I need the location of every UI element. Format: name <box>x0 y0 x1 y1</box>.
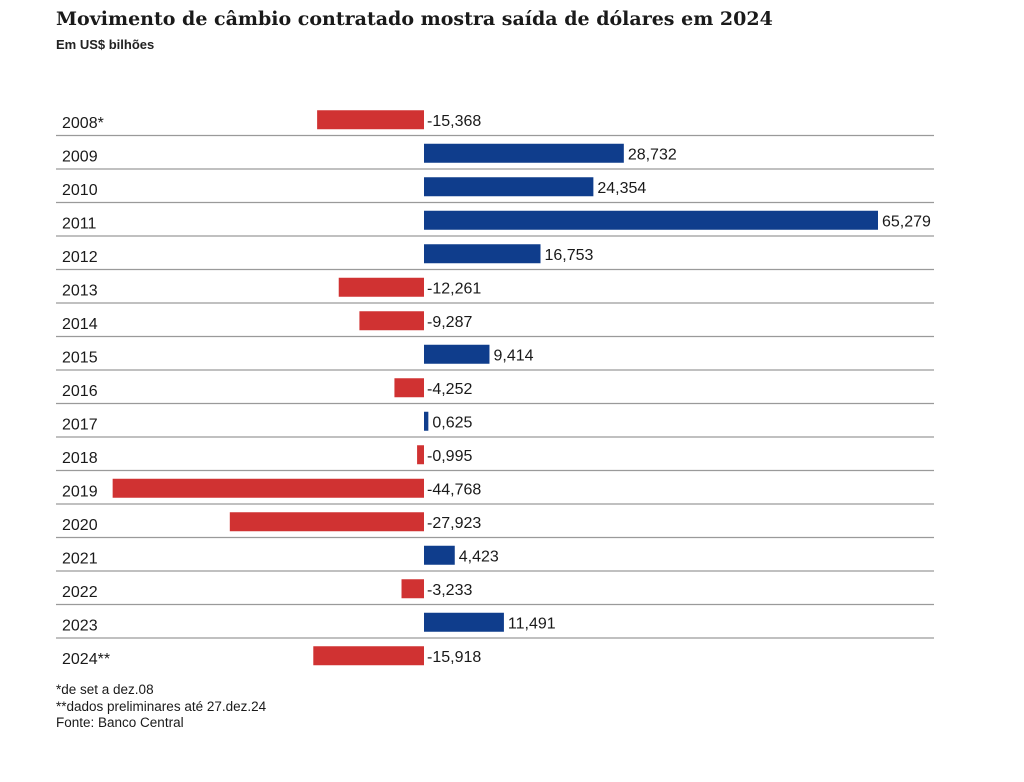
value-label-2015: 9,414 <box>493 347 533 364</box>
value-label-2018: -0,995 <box>427 448 472 465</box>
bar-2019 <box>112 478 424 498</box>
bar-2012 <box>424 244 541 264</box>
bar-2021 <box>424 545 455 565</box>
value-label-2019: -44,768 <box>427 481 481 498</box>
category-label-2019: 2019 <box>62 483 98 500</box>
bar-2022 <box>401 579 424 599</box>
chart-subtitle: Em US$ bilhões <box>56 37 155 52</box>
footnotes: *de set a dez.08 **dados preliminares at… <box>56 682 266 732</box>
bar-2024 <box>313 646 424 666</box>
bar-2011 <box>424 210 878 230</box>
value-label-2017: 0,625 <box>432 414 472 431</box>
value-label-2010: 24,354 <box>597 180 646 197</box>
value-label-2009: 28,732 <box>628 146 677 163</box>
category-label-2012: 2012 <box>62 249 98 266</box>
bar-2017 <box>424 411 429 431</box>
bar-2013 <box>338 277 424 297</box>
bar-2010 <box>424 177 594 197</box>
value-label-2024: -15,918 <box>427 649 481 666</box>
category-label-2009: 2009 <box>62 148 98 165</box>
category-label-2018: 2018 <box>62 450 98 467</box>
value-label-2011: 65,279 <box>882 213 931 230</box>
category-label-2020: 2020 <box>62 517 98 534</box>
value-label-2014: -9,287 <box>427 314 472 331</box>
category-label-2023: 2023 <box>62 617 98 634</box>
bar-2016 <box>394 378 424 398</box>
bar-2009 <box>424 143 624 163</box>
chart-title: Movimento de câmbio contratado mostra sa… <box>56 8 773 30</box>
category-label-2016: 2016 <box>62 383 98 400</box>
value-label-2008: -15,368 <box>427 113 481 130</box>
value-label-2020: -27,923 <box>427 515 481 532</box>
value-label-2016: -4,252 <box>427 381 472 398</box>
category-label-2021: 2021 <box>62 550 98 567</box>
category-label-2014: 2014 <box>62 316 98 333</box>
source-note: Fonte: Banco Central <box>56 715 184 730</box>
value-label-2022: -3,233 <box>427 582 472 599</box>
category-label-2022: 2022 <box>62 584 98 601</box>
bar-2020 <box>229 512 424 532</box>
value-label-2023: 11,491 <box>508 615 556 632</box>
category-label-2017: 2017 <box>62 416 98 433</box>
category-label-2010: 2010 <box>62 182 98 199</box>
value-label-2021: 4,423 <box>459 548 499 565</box>
bar-2014 <box>359 311 424 331</box>
category-label-2024: 2024** <box>62 651 110 668</box>
value-label-2012: 16,753 <box>545 247 594 264</box>
footnote-2008: *de set a dez.08 <box>56 682 154 697</box>
bar-2023 <box>424 612 504 632</box>
value-label-2013: -12,261 <box>427 280 481 297</box>
bar-2015 <box>424 344 490 364</box>
category-label-2013: 2013 <box>62 282 98 299</box>
footnote-2024: **dados preliminares até 27.dez.24 <box>56 698 267 714</box>
category-label-2011: 2011 <box>62 215 97 232</box>
bar-2008 <box>317 110 424 130</box>
category-label-2008: 2008* <box>62 115 104 132</box>
bar-2018 <box>417 445 424 465</box>
category-label-2015: 2015 <box>62 349 98 366</box>
